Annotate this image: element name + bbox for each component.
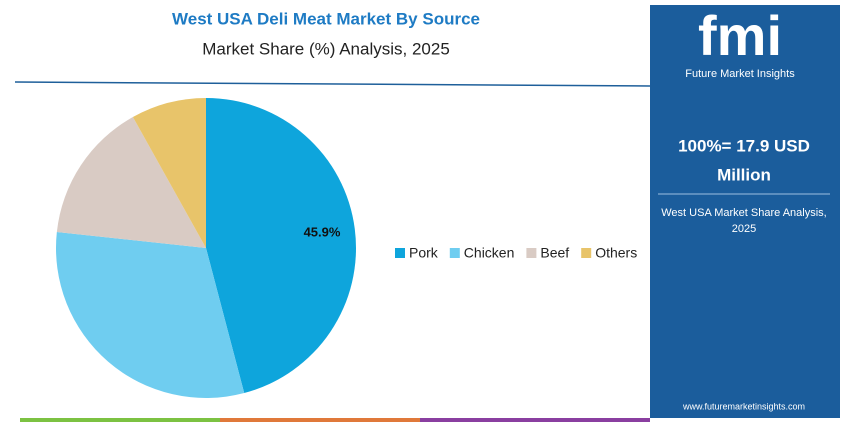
url: www.futuremarketinsights.com — [682, 401, 805, 411]
legend-label: Beef — [540, 245, 569, 261]
legend-swatch — [581, 248, 592, 258]
side-panel — [650, 5, 840, 418]
legend-label: Pork — [409, 245, 439, 261]
headline: 100%= 17.9 USD — [678, 136, 810, 155]
chart-title: West USA Deli Meat Market By Source — [172, 9, 480, 28]
legend-label: Others — [595, 245, 637, 261]
pie-slice — [56, 117, 206, 248]
logo-subtitle: Future Market Insights — [685, 68, 795, 80]
caption: 2025 — [732, 223, 756, 235]
pie-slice — [55, 232, 245, 398]
legend-swatch — [449, 248, 460, 258]
pie-slice — [206, 98, 356, 394]
caption: West USA Market Share Analysis, — [661, 207, 826, 219]
footer-bar — [20, 418, 220, 422]
footer-bar — [220, 418, 420, 422]
pie-slice — [132, 98, 206, 248]
legend-swatch — [395, 248, 405, 258]
headline: Million — [717, 165, 771, 184]
footer-bar — [420, 418, 650, 422]
chart-subtitle: Market Share (%) Analysis, 2025 — [202, 39, 450, 58]
legend-swatch — [526, 248, 537, 258]
legend: Pork Chicken Beef Others — [395, 245, 637, 261]
data-label: 45.9% — [304, 224, 341, 239]
logo: fmi — [698, 4, 782, 67]
pie: 45.9% — [55, 98, 356, 398]
title-rule — [14, 81, 651, 87]
legend-label: Chicken — [464, 245, 515, 261]
